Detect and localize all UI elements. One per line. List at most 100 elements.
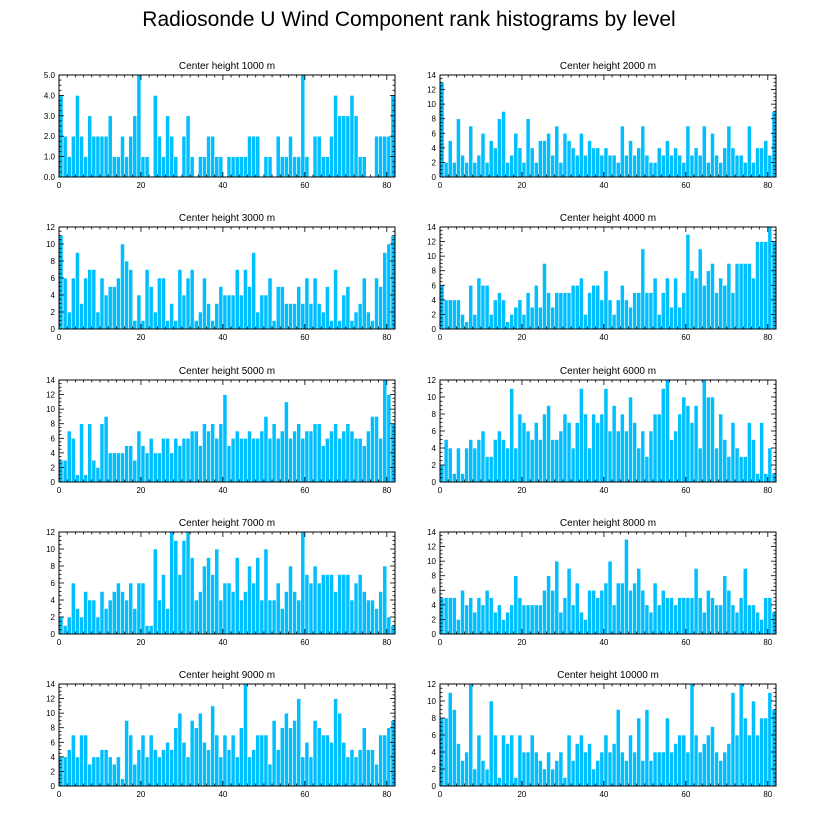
bar bbox=[325, 286, 330, 330]
bar bbox=[689, 597, 695, 635]
bar bbox=[574, 284, 580, 330]
bar bbox=[619, 125, 625, 178]
bar bbox=[91, 135, 97, 178]
y-tick-label: 1.0 bbox=[44, 153, 56, 162]
bar bbox=[640, 125, 646, 178]
bar bbox=[615, 162, 621, 178]
x-tick-label: 60 bbox=[300, 638, 309, 647]
bar bbox=[320, 156, 326, 178]
bar bbox=[103, 416, 109, 483]
bar bbox=[447, 299, 453, 330]
bar bbox=[189, 557, 195, 635]
x-tick-label: 40 bbox=[218, 638, 227, 647]
bar bbox=[542, 589, 547, 635]
bar bbox=[173, 437, 179, 483]
bar bbox=[263, 416, 269, 483]
bar bbox=[193, 599, 199, 635]
bar bbox=[173, 540, 179, 635]
bar bbox=[710, 263, 715, 330]
bar bbox=[759, 147, 765, 178]
bar bbox=[505, 611, 510, 635]
bar bbox=[83, 277, 88, 330]
bar bbox=[706, 734, 711, 787]
bar bbox=[624, 299, 629, 330]
bar bbox=[611, 604, 617, 635]
bar bbox=[456, 447, 461, 483]
bar bbox=[628, 396, 633, 483]
bar bbox=[152, 95, 158, 178]
bar bbox=[447, 140, 453, 178]
x-tick-label: 20 bbox=[136, 486, 145, 495]
bar bbox=[669, 751, 674, 787]
bar bbox=[279, 286, 285, 330]
bar bbox=[148, 437, 154, 483]
bar bbox=[337, 115, 343, 178]
bar bbox=[87, 763, 93, 787]
bar bbox=[546, 575, 551, 635]
bar bbox=[529, 439, 535, 483]
bar bbox=[234, 430, 240, 483]
bar bbox=[87, 423, 93, 483]
bar bbox=[361, 277, 367, 330]
bar bbox=[460, 473, 465, 483]
bar bbox=[755, 734, 760, 787]
bar bbox=[656, 604, 662, 635]
bar bbox=[292, 156, 297, 178]
bar bbox=[66, 156, 72, 178]
bar bbox=[296, 599, 302, 635]
bar bbox=[124, 720, 129, 787]
bar bbox=[538, 306, 543, 330]
bar bbox=[83, 156, 88, 178]
bar bbox=[685, 125, 691, 178]
bar bbox=[357, 749, 363, 787]
bar bbox=[316, 727, 322, 787]
bar bbox=[263, 548, 269, 635]
bar bbox=[226, 582, 232, 635]
bar bbox=[665, 277, 670, 330]
bar bbox=[644, 709, 650, 787]
bar bbox=[751, 439, 756, 483]
bar bbox=[271, 720, 277, 787]
bar bbox=[697, 751, 703, 787]
bar bbox=[226, 156, 232, 178]
y-tick-label: 6 bbox=[51, 274, 56, 283]
x-tick-label: 40 bbox=[599, 638, 608, 647]
bar bbox=[382, 379, 388, 483]
bar bbox=[316, 303, 322, 330]
bar bbox=[734, 447, 740, 483]
bar bbox=[189, 430, 195, 483]
bar bbox=[710, 396, 715, 483]
panel-title: Center height 8000 m bbox=[560, 518, 656, 529]
bar bbox=[161, 749, 166, 787]
bar bbox=[722, 575, 728, 635]
bar bbox=[583, 751, 588, 787]
x-tick-label: 60 bbox=[300, 486, 309, 495]
bar bbox=[718, 162, 724, 178]
bar bbox=[587, 140, 592, 178]
bar bbox=[222, 582, 228, 635]
bar bbox=[292, 430, 297, 483]
bar bbox=[378, 286, 384, 330]
bar bbox=[726, 456, 732, 483]
bar bbox=[308, 430, 314, 483]
bar bbox=[587, 743, 592, 787]
y-tick-label: 4 bbox=[51, 291, 56, 300]
bar bbox=[697, 154, 703, 178]
bar bbox=[279, 430, 285, 483]
bar bbox=[202, 277, 207, 330]
bar bbox=[706, 162, 711, 178]
bar bbox=[722, 147, 728, 178]
bar bbox=[345, 115, 351, 178]
bar bbox=[599, 299, 605, 330]
panel-title: Center height 2000 m bbox=[560, 61, 656, 72]
panel-title: Center height 6000 m bbox=[560, 366, 656, 377]
bar bbox=[234, 557, 240, 635]
bar bbox=[136, 430, 142, 483]
bar bbox=[271, 320, 277, 330]
bar bbox=[636, 447, 642, 483]
bar bbox=[349, 599, 355, 635]
bar bbox=[464, 447, 469, 483]
y-tick-label: 10 bbox=[427, 252, 436, 261]
bar bbox=[652, 582, 658, 635]
bar bbox=[742, 162, 748, 178]
